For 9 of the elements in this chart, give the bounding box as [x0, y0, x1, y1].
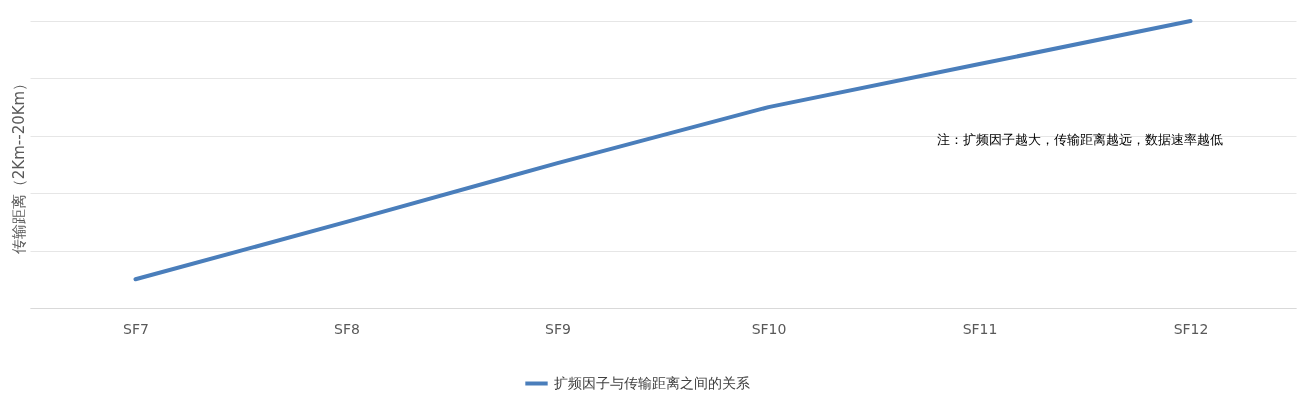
x-tick-label: SF9 — [545, 320, 571, 337]
annotation: 注：扩频因子越大，传输距离越远，数据速率越低 — [937, 132, 1223, 147]
x-tick-label: SF7 — [123, 320, 149, 337]
x-tick-label: SF12 — [1173, 320, 1209, 337]
x-tick-label: SF10 — [751, 320, 787, 337]
y-axis-title: 传输距离（2Km--20Km） — [9, 75, 28, 255]
legend-label: 扩频因子与传输距离之间的关系 — [554, 374, 750, 391]
x-tick-label: SF11 — [962, 320, 998, 337]
x-tick-label: SF8 — [334, 320, 360, 337]
